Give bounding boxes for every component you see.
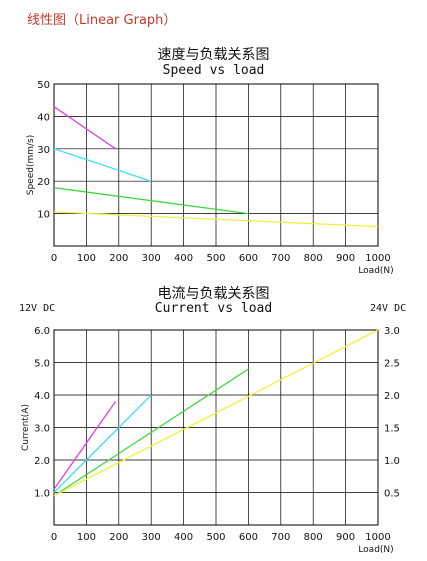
chart1-subtitle: Speed vs load: [162, 63, 265, 78]
y-tick-label: 40: [37, 112, 50, 123]
y-tick-label: 4.0: [34, 391, 50, 402]
y-tick-label: 6.0: [34, 326, 50, 337]
series-line: [53, 187, 249, 215]
chart2-left-axis-label: 12V DC: [19, 303, 56, 314]
y-tick-label: 20: [37, 177, 50, 188]
x-tick-label: 0: [51, 253, 57, 264]
x-tick-label: 600: [239, 253, 258, 264]
y2-tick-label: 2.0: [384, 391, 400, 402]
series-line: [53, 329, 379, 497]
chart2-right-axis-label: 24V DC: [370, 303, 407, 314]
y-tick-label: 5.0: [34, 359, 50, 370]
series-line: [53, 106, 116, 150]
series-line: [53, 394, 152, 493]
page-title: 线性图（Linear Graph）: [27, 13, 177, 28]
x-tick-label: 500: [206, 253, 225, 264]
x-tick-label: 300: [142, 532, 161, 543]
y-axis-label: Current(A): [21, 404, 31, 451]
x-tick-label: 700: [271, 253, 290, 264]
x-tick-label: 400: [174, 532, 193, 543]
y-axis-label: Speed(mm/s): [26, 135, 36, 196]
x-tick-label: 100: [77, 253, 96, 264]
x-tick-label: 400: [174, 253, 193, 264]
x-tick-label: 700: [271, 532, 290, 543]
series-line: [53, 401, 117, 490]
y-tick-label: 50: [37, 80, 50, 91]
x-tick-label: 200: [109, 532, 128, 543]
x-tick-label: 600: [239, 532, 258, 543]
y-tick-label: 1.0: [34, 489, 50, 500]
x-tick-label: 900: [336, 253, 355, 264]
y2-tick-label: 1.5: [384, 424, 400, 435]
x-tick-label: 1000: [365, 532, 390, 543]
y2-tick-label: 3.0: [384, 326, 400, 337]
x-tick-label: 0: [51, 532, 57, 543]
series-line: [53, 211, 379, 228]
x-tick-label: 200: [109, 253, 128, 264]
series-line: [53, 148, 152, 182]
x-tick-label: 900: [336, 532, 355, 543]
y-tick-label: 2.0: [34, 456, 50, 467]
y-tick-label: 30: [37, 145, 50, 156]
y-tick-label: 3.0: [34, 424, 50, 435]
x-tick-label: 300: [142, 253, 161, 264]
x-tick-label: 800: [304, 253, 323, 264]
x-tick-label: 100: [77, 532, 96, 543]
x-tick-label: 800: [304, 532, 323, 543]
series-line: [53, 368, 249, 497]
y2-tick-label: 0.5: [384, 489, 400, 500]
chart2-subtitle: Current vs load: [154, 301, 273, 316]
y2-tick-label: 2.5: [384, 359, 400, 370]
y-tick-label: 10: [37, 210, 50, 221]
chart2-title: 电流与负载关系图: [157, 286, 270, 302]
x-axis-label: Load(N): [358, 545, 393, 555]
x-axis-label: Load(N): [358, 266, 393, 276]
x-tick-label: 500: [206, 532, 225, 543]
y2-tick-label: 1.0: [384, 456, 400, 467]
chart1-title: 速度与负载关系图: [157, 47, 270, 63]
x-tick-label: 1000: [365, 253, 390, 264]
